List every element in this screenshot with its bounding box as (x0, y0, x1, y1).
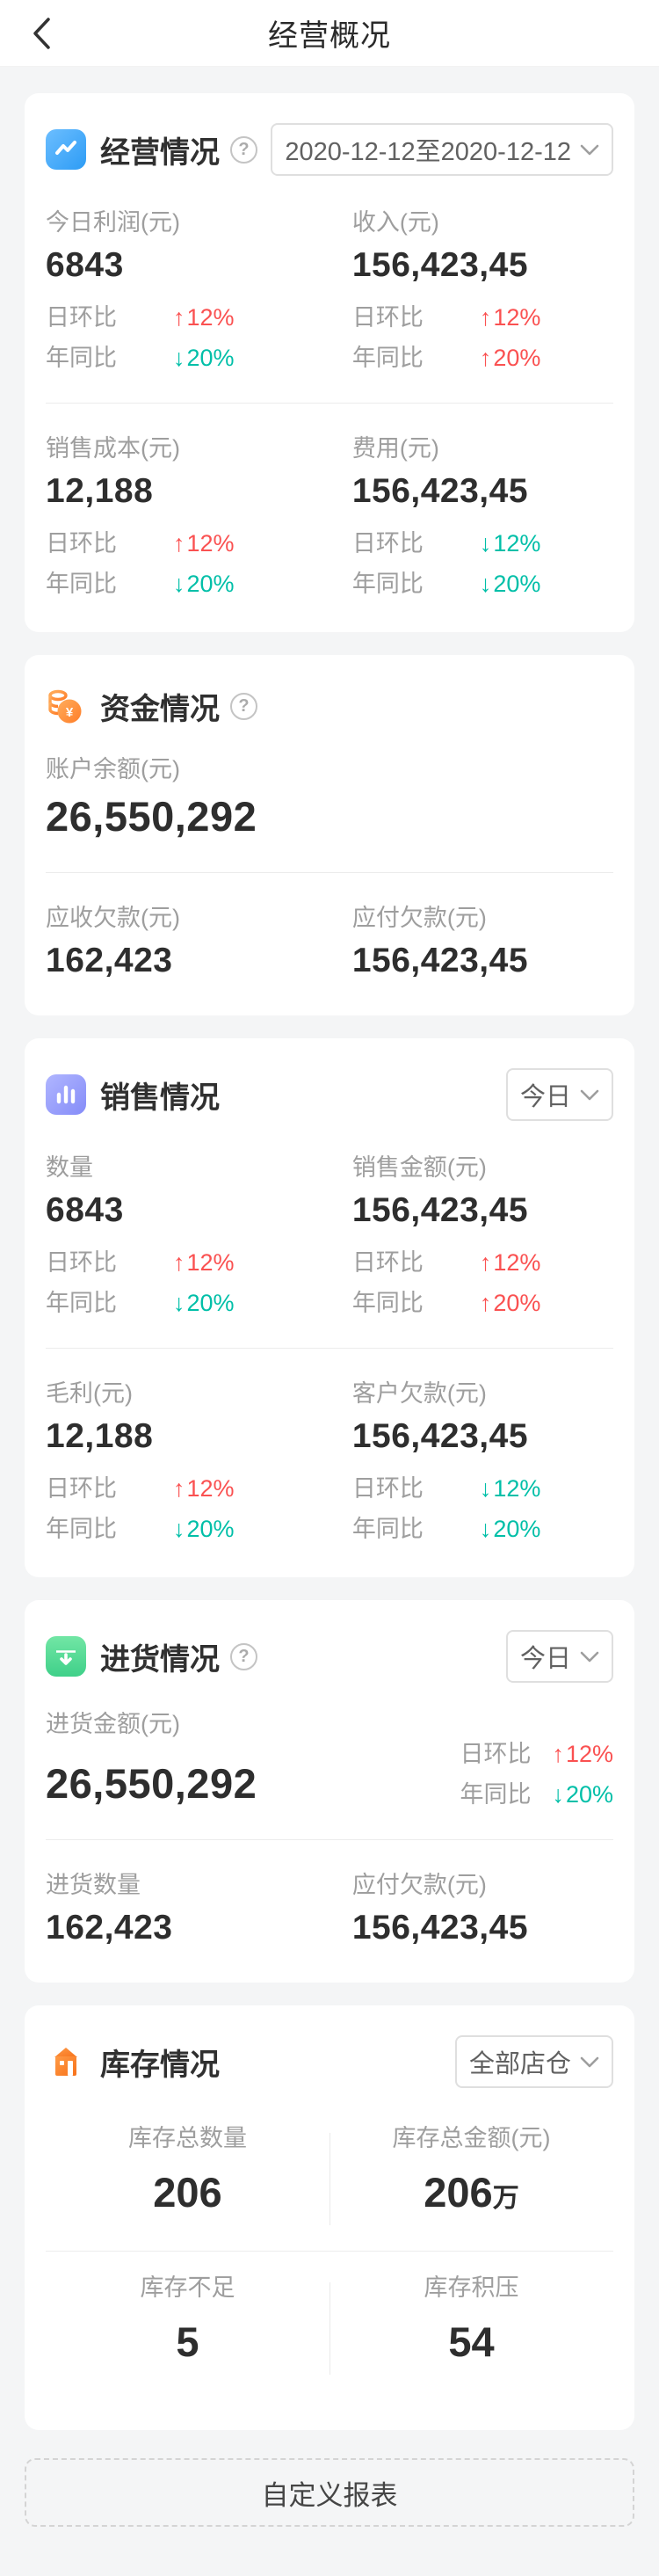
trend-arrow-icon: ↓ (173, 571, 185, 597)
help-icon[interactable]: ? (230, 1642, 257, 1670)
metric-gross-profit: 毛利(元) 12,188 日环比 ↑12% 年同比 ↓20% (46, 1380, 235, 1542)
help-icon[interactable]: ? (230, 135, 257, 164)
metric-stock-overstock: 库存积压 54 (424, 2274, 519, 2365)
card-title: 资金情况 (100, 693, 220, 726)
card-purchase: 进货情况 ? 今日 进货金额(元) 26,550,292 日环比 ↑12% 年同… (25, 1600, 634, 1983)
trend-arrow-icon: ↑ (479, 304, 492, 331)
divider (46, 2251, 613, 2252)
card-sales: 销售情况 今日 数量 6843 日环比 ↑12% 年同比 ↓20% (25, 1038, 634, 1577)
trend-arrow-icon: ↑ (173, 530, 185, 557)
trend-arrow-icon: ↓ (479, 571, 492, 597)
trend-arrow-icon: ↓ (173, 1516, 185, 1542)
trend-arrow-icon: ↓ (479, 530, 492, 557)
chevron-down-icon (571, 1651, 599, 1663)
trend-arrow-icon: ↓ (479, 1516, 492, 1542)
trend-arrow-icon: ↓ (173, 345, 185, 371)
metric-purchase-amount: 进货金额(元) 26,550,292 日环比 ↑12% 年同比 ↓20% (46, 1711, 613, 1808)
card-inventory: 库存情况 全部店仓 库存总数量 206 库存总金额(元) 206万 库存不足 (25, 2005, 634, 2430)
chevron-down-icon (571, 1089, 599, 1101)
inbox-box-icon (46, 1636, 86, 1677)
metric-customer-debt: 客户欠款(元) 156,423,45 日环比 ↓12% 年同比 ↓20% (351, 1380, 541, 1542)
divider (46, 403, 613, 404)
trend-line-icon (46, 129, 86, 170)
period-dropdown[interactable]: 今日 (505, 1068, 613, 1121)
metric-income: 收入(元) 156,423,45 日环比 ↑12% 年同比 ↑20% (351, 209, 541, 371)
period-value: 今日 (519, 1645, 571, 1673)
help-icon[interactable]: ? (230, 693, 257, 720)
custom-report-button[interactable]: 自定义报表 (25, 2458, 634, 2527)
metric-sales-amount: 销售金额(元) 156,423,45 日环比 ↑12% 年同比 ↑20% (351, 1154, 541, 1316)
divider (46, 872, 613, 873)
navbar: 经营概况 (0, 0, 659, 67)
card-funds: ¥ 资金情况 ? 账户余额(元) 26,550,292 应收欠款(元) 162,… (25, 655, 634, 1015)
trend-arrow-icon: ↓ (173, 1290, 185, 1316)
period-dropdown[interactable]: 今日 (505, 1630, 613, 1683)
metric-purchase-payable: 应付欠款(元) 156,423,45 (351, 1872, 529, 1947)
metric-expense: 费用(元) 156,423,45 日环比 ↓12% 年同比 ↓20% (351, 435, 541, 597)
trend-arrow-icon: ↑ (479, 1290, 492, 1316)
card-business: 经营情况 ? 2020-12-12至2020-12-12 今日利润(元) 684… (25, 93, 634, 632)
card-title: 进货情况 (100, 1642, 220, 1677)
trend-arrow-icon: ↑ (173, 304, 185, 331)
metric-today-profit: 今日利润(元) 6843 日环比 ↑12% 年同比 ↓20% (46, 209, 235, 371)
chevron-left-icon (32, 17, 51, 50)
divider (46, 1348, 613, 1349)
metric-stock-total-amount: 库存总金额(元) 206万 (392, 2125, 551, 2216)
trend-arrow-icon: ↑ (479, 345, 492, 371)
period-value: 今日 (519, 1083, 571, 1111)
metric-stock-total-qty: 库存总数量 206 (128, 2125, 247, 2216)
divider (46, 1839, 613, 1840)
trend-arrow-icon: ↑ (173, 1475, 185, 1502)
back-button[interactable] (23, 0, 60, 67)
date-range-value: 2020-12-12至2020-12-12 (285, 138, 571, 166)
card-title: 经营情况 (100, 135, 220, 170)
store-filter-value: 全部店仓 (468, 2050, 571, 2078)
chevron-down-icon (571, 2056, 599, 2068)
store-icon (46, 2041, 86, 2082)
trend-arrow-icon: ↑ (173, 1249, 185, 1276)
chevron-down-icon (571, 144, 599, 156)
trend-arrow-icon: ↑ (552, 1741, 564, 1767)
metric-balance: 账户余额(元) 26,550,292 (46, 756, 257, 840)
page-title: 经营概况 (268, 19, 391, 53)
bar-chart-icon (46, 1074, 86, 1115)
store-filter-dropdown[interactable]: 全部店仓 (454, 2035, 613, 2088)
metric-stock-low: 库存不足 5 (140, 2274, 235, 2365)
coins-icon: ¥ (46, 687, 86, 727)
inventory-row: 库存总数量 206 库存总金额(元) 206万 (46, 2111, 613, 2247)
trend-arrow-icon: ↑ (479, 1249, 492, 1276)
page-body: 经营情况 ? 2020-12-12至2020-12-12 今日利润(元) 684… (0, 67, 659, 2576)
card-title: 库存情况 (100, 2048, 220, 2082)
metric-payable: 应付欠款(元) 156,423,45 (351, 905, 529, 979)
card-title: 销售情况 (100, 1081, 220, 1115)
svg-text:¥: ¥ (66, 705, 74, 720)
trend-arrow-icon: ↓ (552, 1781, 564, 1808)
metric-receivable: 应收欠款(元) 162,423 (46, 905, 180, 979)
metric-cost: 销售成本(元) 12,188 日环比 ↑12% 年同比 ↓20% (46, 435, 235, 597)
metric-quantity: 数量 6843 日环比 ↑12% 年同比 ↓20% (46, 1154, 235, 1316)
inventory-row: 库存不足 5 库存积压 54 (46, 2260, 613, 2397)
metric-purchase-qty: 进货数量 162,423 (46, 1872, 173, 1947)
date-range-dropdown[interactable]: 2020-12-12至2020-12-12 (271, 123, 613, 176)
trend-arrow-icon: ↓ (479, 1475, 492, 1502)
